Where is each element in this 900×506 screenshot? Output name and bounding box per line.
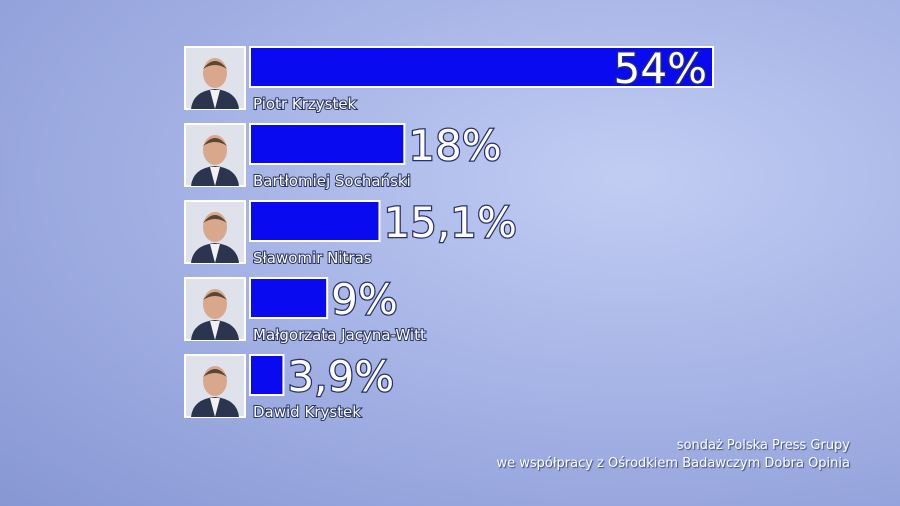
value-label-3: 15,1% bbox=[383, 198, 516, 247]
bar-4 bbox=[249, 277, 329, 319]
bar-5 bbox=[249, 354, 285, 396]
value-label-4: 9% bbox=[331, 275, 398, 324]
category-label-2: Bartłomiej Sochański bbox=[253, 172, 411, 190]
bar-2 bbox=[249, 123, 406, 165]
category-label-3: Sławomir Nitras bbox=[253, 249, 372, 267]
category-label-4: Małgorzata Jacyna-Witt bbox=[253, 326, 426, 344]
value-label-5: 3,9% bbox=[287, 352, 394, 401]
source-line-1: sondaż Polska Press Grupy bbox=[676, 438, 850, 453]
value-label-2: 18% bbox=[408, 121, 501, 170]
source-note: sondaż Polska Press Grupy we współpracy … bbox=[496, 437, 850, 473]
candidate-photo-1 bbox=[184, 46, 246, 110]
category-label-5: Dawid Krystek bbox=[253, 403, 361, 421]
candidate-photo-4 bbox=[184, 277, 246, 341]
value-label-1: 54% bbox=[614, 44, 707, 93]
bar-3 bbox=[249, 200, 381, 242]
category-label-1: Piotr Krzystek bbox=[253, 95, 357, 113]
bar-1 bbox=[249, 46, 714, 88]
candidate-photo-5 bbox=[184, 354, 246, 418]
source-line-2: we współpracy z Ośrodkiem Badawczym Dobr… bbox=[496, 456, 850, 471]
candidate-photo-3 bbox=[184, 200, 246, 264]
candidate-photo-2 bbox=[184, 123, 246, 187]
